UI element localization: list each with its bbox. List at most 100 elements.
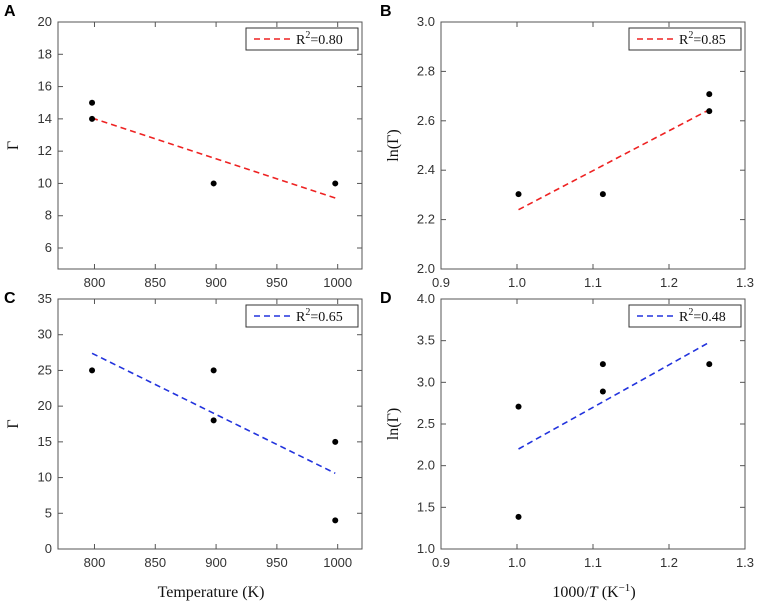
x-tick-label: 950: [266, 275, 288, 290]
x-tick-label: 1.0: [508, 275, 526, 290]
legend-label-base: R: [296, 33, 306, 48]
plot-frame: [440, 298, 746, 550]
legend-label-base: R: [296, 310, 306, 325]
legend-box: [245, 304, 359, 328]
panel-label: D: [380, 290, 392, 307]
x-tick-label: 1.2: [660, 555, 678, 570]
y-tick-label: 10: [38, 470, 52, 485]
x-axis-title-right-prefix: 1000/: [552, 584, 589, 601]
y-tick-label: 2.8: [417, 63, 435, 78]
data-point: [706, 108, 713, 115]
y-tick-label: 2.2: [417, 212, 435, 227]
x-tick-label: 1.0: [508, 555, 526, 570]
y-tick-label: 0: [45, 541, 52, 556]
fit-line: [91, 352, 336, 475]
legend-label: R2=0.85: [679, 30, 726, 48]
legend-label-base: R: [679, 33, 689, 48]
x-tick-label: 0.9: [432, 275, 450, 290]
legend-label: R2=0.48: [679, 307, 726, 325]
panel-c: 0 5 10 15 20 25 30 35 800 850 900 950 1000 C Γ R2=0.65: [4, 290, 363, 570]
x-axis-title-right-var: T: [589, 584, 599, 601]
plot-frame: [57, 298, 363, 550]
legend-label: R2=0.80: [296, 30, 343, 48]
x-tick-label: 900: [205, 275, 227, 290]
x-tick-label: 800: [84, 275, 106, 290]
x-axis-title-right-unit: (K: [598, 584, 619, 601]
x-tick-label: 0.9: [432, 555, 450, 570]
x-tick-label: 850: [144, 555, 166, 570]
panel-label: A: [4, 3, 16, 20]
data-point: [210, 180, 217, 187]
y-tick-label: 5: [45, 505, 52, 520]
y-tick-label: 1.5: [417, 499, 435, 514]
y-tick-label: 6: [45, 240, 52, 255]
data-point: [89, 99, 96, 106]
legend-label-value: =0.48: [693, 310, 725, 325]
y-tick-label: 4.0: [417, 291, 435, 306]
fit-line: [91, 117, 336, 199]
x-axis-title-right-exp: −1: [619, 582, 631, 594]
x-axis-title-right: 1000/T (K−1): [552, 582, 635, 601]
y-tick-label: 30: [38, 327, 52, 342]
x-tick-label: 850: [144, 275, 166, 290]
y-tick-label: 3.0: [417, 374, 435, 389]
legend-label-value: =0.80: [310, 33, 342, 48]
x-tick-label: 900: [205, 555, 227, 570]
data-point: [515, 403, 522, 410]
data-point: [515, 191, 522, 198]
panel-b: 2.0 2.2 2.4 2.6 2.8 3.0 0.9 1.0 1.1 1.2 1.3 Bln(Γ) R…: [380, 3, 754, 290]
plot-frame: [57, 21, 363, 270]
data-point: [599, 361, 606, 368]
data-point: [332, 517, 339, 524]
data-point: [706, 361, 713, 368]
plot-frame: [440, 21, 746, 270]
legend-label-exp: 2: [305, 30, 310, 41]
legend-label-exp: 2: [305, 307, 310, 318]
y-tick-label: 1.0: [417, 541, 435, 556]
legend-label: R2=0.65: [296, 307, 343, 325]
y-tick-label: 2.5: [417, 416, 435, 431]
x-tick-label: 950: [266, 555, 288, 570]
x-tick-label: 1000: [323, 275, 352, 290]
legend-label-value: =0.65: [310, 310, 342, 325]
y-tick-label: 18: [38, 46, 52, 61]
data-point: [89, 367, 96, 374]
panel-label: B: [380, 3, 392, 20]
data-point: [210, 367, 217, 374]
y-tick-label: 10: [38, 175, 52, 190]
y-tick-label: 3.0: [417, 14, 435, 29]
x-tick-label: 1.3: [736, 275, 754, 290]
x-tick-label: 1000: [323, 555, 352, 570]
legend-label-value: =0.85: [693, 33, 725, 48]
data-point: [89, 115, 96, 122]
y-tick-label: 2.0: [417, 458, 435, 473]
legend-label-exp: 2: [688, 307, 693, 318]
data-point: [332, 438, 339, 445]
x-tick-label: 1.1: [584, 555, 602, 570]
fit-line: [518, 108, 710, 211]
y-tick-label: 20: [38, 14, 52, 29]
y-axis-title: Γ: [5, 141, 22, 150]
y-tick-label: 20: [38, 398, 52, 413]
legend-box: [245, 27, 359, 51]
y-tick-label: 25: [38, 362, 52, 377]
y-tick-label: 14: [38, 111, 52, 126]
data-point: [332, 180, 339, 187]
data-point: [706, 91, 713, 98]
y-tick-label: 2.6: [417, 113, 435, 128]
y-tick-label: 8: [45, 208, 52, 223]
x-tick-label: 800: [84, 555, 106, 570]
legend-label-exp: 2: [688, 30, 693, 41]
y-tick-label: 15: [38, 434, 52, 449]
y-tick-label: 35: [38, 291, 52, 306]
y-tick-label: 3.5: [417, 333, 435, 348]
panel-label: C: [4, 290, 16, 307]
y-axis-title: ln(Γ): [385, 408, 402, 440]
legend-box: [628, 27, 742, 51]
panel-a: 6 8 10 12 14 16 18 20 800 850 900 950 1000 A Γ R2=0.80: [4, 3, 363, 290]
y-axis-title: ln(Γ): [385, 129, 402, 161]
y-tick-label: 2.4: [417, 162, 435, 177]
data-point: [599, 191, 606, 198]
legend-box: [628, 304, 742, 328]
